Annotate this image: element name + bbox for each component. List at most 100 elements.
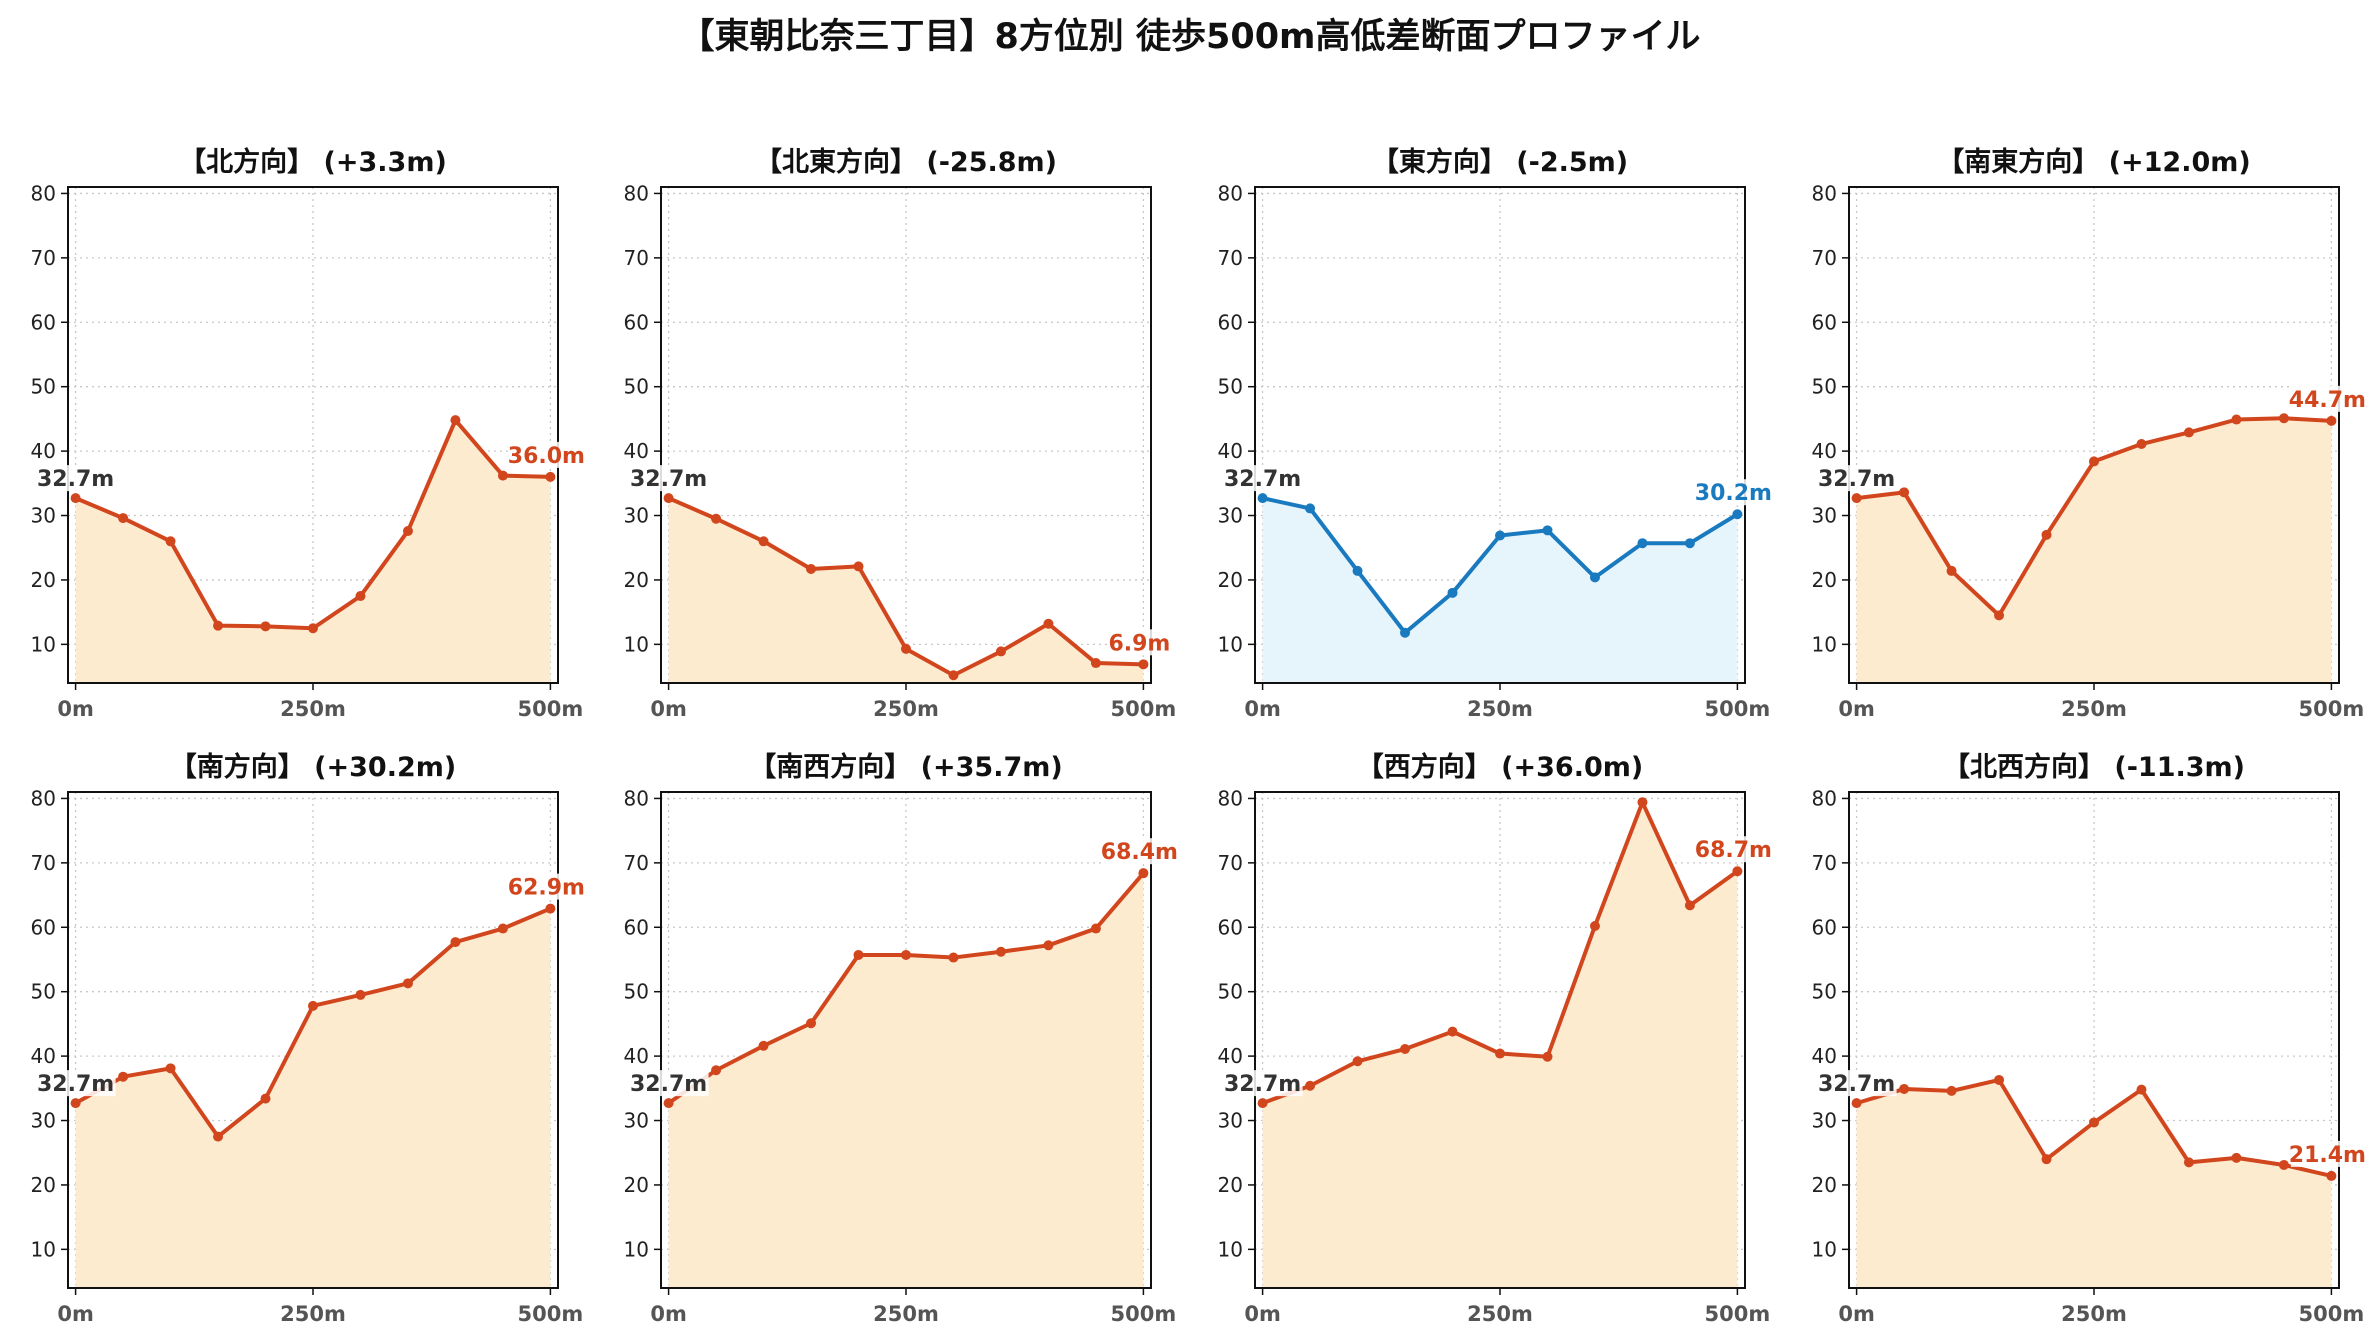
data-point [1589, 572, 1600, 583]
data-point [355, 989, 366, 1000]
data-point [1637, 538, 1648, 549]
y-tick-label: 50 [1218, 980, 1243, 1004]
start-label-bg [1816, 1070, 1897, 1097]
data-point [213, 1131, 224, 1142]
y-tick-label: 10 [1812, 1237, 1837, 1261]
y-tick-label: 20 [31, 568, 56, 592]
start-label-bg [628, 465, 709, 492]
y-tick-label: 10 [1218, 1237, 1243, 1261]
data-point [806, 563, 817, 574]
y-tick-label: 70 [1218, 851, 1243, 875]
y-tick-label: 20 [1218, 1173, 1243, 1197]
data-point [901, 949, 911, 960]
y-tick-label: 80 [624, 181, 649, 205]
y-tick-label: 40 [31, 439, 56, 463]
y-tick-label: 10 [1218, 632, 1243, 656]
data-point [402, 978, 413, 989]
data-point [1447, 587, 1458, 598]
y-tick-label: 80 [1812, 786, 1837, 810]
data-point [2041, 529, 2052, 540]
data-point [1994, 1074, 2005, 1085]
x-tick-label: 250m [873, 697, 939, 721]
start-label: 32.7m [630, 467, 707, 492]
y-tick-label: 70 [624, 246, 649, 270]
y-tick-label: 80 [624, 786, 649, 810]
x-tick-label: 500m [1111, 697, 1177, 721]
x-tick-label: 500m [2299, 1302, 2365, 1326]
data-point [308, 1000, 318, 1011]
x-tick-label: 0m [650, 697, 687, 721]
y-tick-label: 50 [624, 980, 649, 1004]
data-point [2136, 1084, 2147, 1095]
panel-title: 【西方向】 (+36.0m) [1357, 751, 1643, 783]
area-fill [75, 420, 551, 683]
data-point [450, 937, 461, 948]
y-tick-label: 40 [1812, 439, 1837, 463]
data-point [1495, 1048, 1505, 1059]
data-point [1090, 923, 1101, 934]
end-label: 62.9m [508, 876, 585, 901]
data-point [1684, 900, 1695, 911]
y-tick-label: 60 [1812, 310, 1837, 334]
y-tick-label: 70 [1218, 246, 1243, 270]
data-point [1899, 1083, 1910, 1094]
data-point [2326, 1170, 2337, 1181]
area-fill [1262, 802, 1738, 1288]
y-tick-label: 70 [31, 246, 56, 270]
data-point [1732, 509, 1743, 520]
start-label-bg [628, 1070, 709, 1097]
start-label: 32.7m [1818, 1072, 1895, 1097]
chart-panel: 【西方向】 (+36.0m) 10 20 30 40 50 60 70 80 0m 250m 500m… [1218, 751, 1772, 1326]
data-point [1305, 1080, 1316, 1091]
data-point [2231, 414, 2242, 425]
data-point [2326, 415, 2337, 426]
data-point [213, 620, 224, 631]
y-tick-label: 10 [31, 632, 56, 656]
data-point [1400, 627, 1411, 638]
start-label-bg [35, 1070, 116, 1097]
data-point [1138, 868, 1149, 879]
start-label: 32.7m [1224, 1072, 1301, 1097]
data-point [2089, 1117, 2099, 1128]
chart-panel: 【東方向】 (-2.5m) 10 20 30 40 50 60 70 80 0m 250m 500m 3… [1218, 146, 1772, 721]
x-tick-label: 0m [1244, 1302, 1281, 1326]
y-tick-label: 30 [1812, 1109, 1837, 1133]
data-point [948, 952, 959, 963]
y-tick-label: 20 [1218, 568, 1243, 592]
y-tick-label: 70 [1812, 851, 1837, 875]
end-label: 6.9m [1108, 631, 1170, 656]
data-point [2231, 1152, 2242, 1163]
start-label: 32.7m [37, 1072, 114, 1097]
data-point [1305, 503, 1316, 514]
start-label: 32.7m [630, 1072, 707, 1097]
x-tick-label: 250m [2061, 697, 2127, 721]
y-tick-label: 40 [31, 1044, 56, 1068]
x-tick-label: 250m [280, 697, 346, 721]
chart-panel: 【南西方向】 (+35.7m) 10 20 30 40 50 60 70 80 0m 250m 500… [624, 751, 1178, 1326]
data-point [1542, 1051, 1553, 1062]
y-tick-label: 20 [1812, 568, 1837, 592]
start-label: 32.7m [37, 467, 114, 492]
y-tick-label: 30 [31, 1109, 56, 1133]
data-point [70, 493, 81, 504]
y-tick-label: 80 [31, 181, 56, 205]
start-label-bg [35, 465, 116, 492]
data-point [1994, 610, 2005, 621]
data-point [1946, 565, 1957, 576]
data-point [1352, 1056, 1363, 1067]
y-tick-label: 40 [624, 1044, 649, 1068]
y-tick-label: 40 [624, 439, 649, 463]
chart-panel: 【北西方向】 (-11.3m) 10 20 30 40 50 60 70 80 0m 250m 500… [1812, 751, 2366, 1326]
data-point [1851, 1098, 1862, 1109]
y-tick-label: 80 [31, 786, 56, 810]
y-tick-label: 50 [31, 375, 56, 399]
end-label-bg [1102, 838, 1176, 865]
end-label-bg [509, 441, 583, 468]
data-point [308, 623, 318, 634]
x-tick-label: 250m [2061, 1302, 2127, 1326]
end-label-bg [1109, 629, 1170, 656]
x-tick-label: 500m [2299, 697, 2365, 721]
x-tick-label: 500m [518, 697, 584, 721]
x-tick-label: 500m [1705, 697, 1771, 721]
